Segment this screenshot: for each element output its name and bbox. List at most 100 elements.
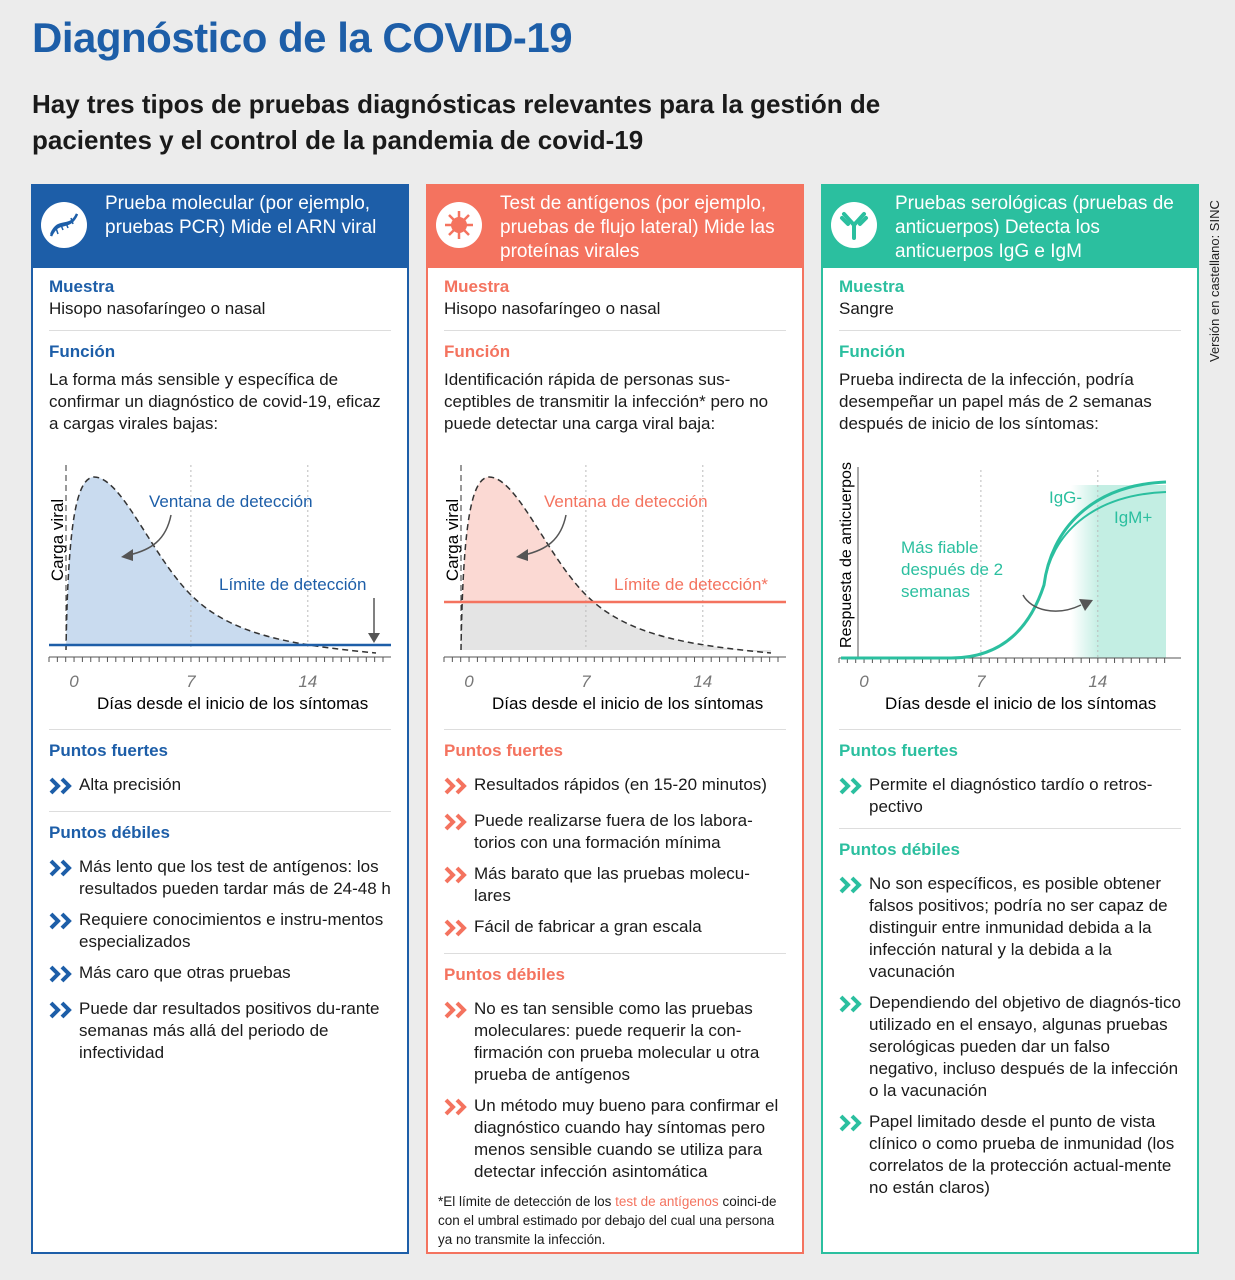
function-text: La forma más sensible y específica de co…: [49, 370, 381, 433]
function-text: Prueba indirecta de la infección, podría…: [839, 370, 1152, 433]
debiles-list: Más lento que los test de antígenos: los…: [49, 856, 391, 1064]
function-label: Función: [839, 342, 906, 361]
chart: Ventana de detección Límite de detección*…: [443, 465, 786, 713]
test-card: Prueba molecular (por ejemplo, pruebas P…: [31, 184, 409, 1254]
list-item: No es tan sensible como las pruebas mole…: [444, 998, 786, 1086]
sample-value: Hisopo nasofaríngeo o nasal: [444, 299, 661, 318]
chart: Ventana de detección Límite de detección C…: [48, 465, 391, 713]
x-tick-label: 14: [1088, 672, 1107, 691]
y-axis-label: Respuesta de anticuerpos: [838, 462, 855, 648]
double-chevron-icon: [49, 909, 79, 953]
chart: IgG- IgM+ Más fiable después de 2 semanas Res…: [838, 462, 1181, 713]
card-header: Pruebas serológicas (pruebas de anticuer…: [821, 184, 1199, 268]
function-label: Función: [49, 342, 116, 361]
x-axis-label: Días desde el inicio de los síntomas: [492, 694, 763, 713]
fuertes-list: Permite el diagnóstico tardío o retros-p…: [839, 774, 1181, 818]
debiles-list: No son específicos, es posible obtener f…: [839, 873, 1181, 1199]
reliable-label: Más fiable: [901, 538, 978, 557]
reliable-label: después de 2: [901, 560, 1003, 579]
double-chevron-icon: [444, 774, 474, 801]
sample-label: Muestra: [839, 277, 905, 296]
y-axis-label: Carga viral: [48, 499, 67, 581]
limit-label: Límite de detección*: [614, 575, 768, 594]
antibody-icon: [831, 202, 877, 248]
double-chevron-icon: [49, 962, 79, 989]
sample-label: Muestra: [444, 277, 510, 296]
limit-label: Límite de detección: [219, 575, 366, 594]
list-item: Más lento que los test de antígenos: los…: [49, 856, 391, 900]
weaknesses-label: Puntos débiles: [444, 965, 565, 984]
credit-note: Versión en castellano: SINC: [1207, 200, 1222, 362]
x-tick-label: 7: [976, 672, 986, 691]
x-tick-label: 0: [859, 672, 869, 691]
x-tick-label: 0: [464, 672, 474, 691]
virus-icon: [436, 202, 482, 248]
double-chevron-icon: [839, 992, 869, 1102]
double-chevron-icon: [839, 1111, 869, 1199]
window-arrow: [128, 514, 172, 556]
list-item: Puede realizarse fuera de los labora-tor…: [444, 810, 786, 854]
list-item: Alta precisión: [49, 774, 391, 801]
weaknesses-label: Puntos débiles: [839, 840, 960, 859]
list-item: Requiere conocimientos e instru-mentos e…: [49, 909, 391, 953]
list-item: Dependiendo del objetivo de diagnós-tico…: [839, 992, 1181, 1102]
x-tick-label: 0: [69, 672, 79, 691]
reliable-label: semanas: [901, 582, 970, 601]
x-tick-label: 7: [581, 672, 591, 691]
double-chevron-icon: [444, 998, 474, 1086]
list-item: Papel limitado desde el punto de vista c…: [839, 1111, 1181, 1199]
card-title: Test de antígenos (por ejemplo, pruebas …: [500, 193, 775, 262]
double-chevron-icon: [49, 856, 79, 900]
double-chevron-icon: [839, 774, 869, 818]
strengths-label: Puntos fuertes: [839, 741, 959, 760]
igm-label: IgM+: [1114, 508, 1152, 527]
list-item: Permite el diagnóstico tardío o retros-p…: [839, 774, 1181, 818]
dna-icon: [41, 202, 87, 248]
x-tick-label: 14: [298, 672, 317, 691]
strengths-label: Puntos fuertes: [444, 741, 564, 760]
page-subtitle: Hay tres tipos de pruebas diagnósticas r…: [32, 89, 881, 155]
page-title: Diagnóstico de la COVID-19: [32, 14, 573, 61]
sample-value: Hisopo nasofaríngeo o nasal: [49, 299, 266, 318]
x-axis-label: Días desde el inicio de los síntomas: [885, 694, 1156, 713]
function-text: Identificación rápida de personas sus-ce…: [444, 370, 769, 433]
weaknesses-label: Puntos débiles: [49, 823, 170, 842]
test-card: Pruebas serológicas (pruebas de anticuer…: [821, 184, 1199, 1254]
double-chevron-icon: [839, 873, 869, 983]
x-axis-label: Días desde el inicio de los síntomas: [97, 694, 368, 713]
viral-load-curve: [65, 476, 377, 654]
list-item: Más barato que las pruebas molecu-lares: [444, 863, 786, 907]
igg-curve: [841, 480, 1167, 660]
double-chevron-icon: [444, 810, 474, 854]
card-title: Prueba molecular (por ejemplo, pruebas P…: [105, 193, 377, 238]
sample-label: Muestra: [49, 277, 115, 296]
strengths-label: Puntos fuertes: [49, 741, 169, 760]
double-chevron-icon: [444, 863, 474, 907]
list-item: Más caro que otras pruebas: [49, 962, 391, 989]
double-chevron-icon: [444, 916, 474, 943]
list-item: No son específicos, es posible obtener f…: [839, 873, 1181, 983]
detection-area: [462, 476, 594, 602]
list-item: Un método muy bueno para confirmar el di…: [444, 1095, 786, 1183]
sample-value: Sangre: [839, 299, 894, 318]
card-title: Pruebas serológicas (pruebas de anticuer…: [895, 193, 1174, 262]
list-item: Resultados rápidos (en 15-20 minutos): [444, 774, 786, 801]
card-header: Test de antígenos (por ejemplo, pruebas …: [426, 184, 804, 268]
window-arrow: [523, 514, 567, 556]
undetected-area: [461, 602, 771, 653]
x-tick-label: 7: [186, 672, 196, 691]
fuertes-list: Resultados rápidos (en 15-20 minutos) Pue…: [444, 774, 786, 943]
double-chevron-icon: [49, 774, 79, 801]
card-header: Prueba molecular (por ejemplo, pruebas P…: [31, 184, 409, 268]
detection-area: [66, 476, 310, 645]
double-chevron-icon: [49, 998, 79, 1064]
x-tick-label: 14: [693, 672, 712, 691]
fuertes-list: Alta precisión: [49, 774, 391, 801]
window-label: Ventana de detección: [544, 492, 708, 511]
list-item: Fácil de fabricar a gran escala: [444, 916, 786, 943]
reliable-zone: [1071, 485, 1166, 658]
test-card: Test de antígenos (por ejemplo, pruebas …: [426, 184, 804, 1254]
debiles-list: No es tan sensible como las pruebas mole…: [444, 998, 786, 1183]
window-label: Ventana de detección: [149, 492, 313, 511]
igg-label: IgG-: [1049, 488, 1082, 507]
